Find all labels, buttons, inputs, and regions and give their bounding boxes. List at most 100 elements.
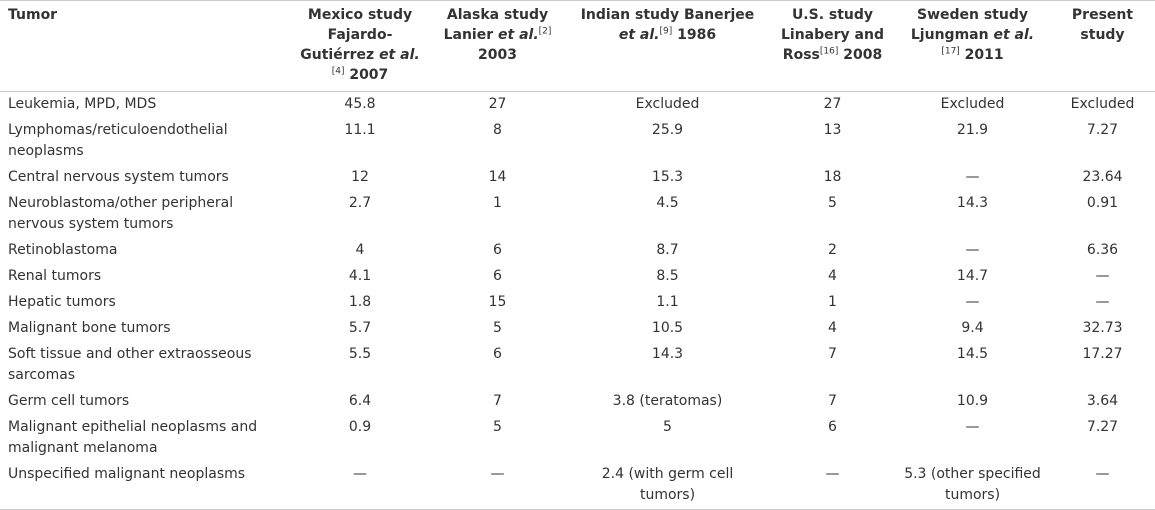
table-cell: 3.8 (teratomas): [612, 393, 723, 409]
table-cell: —: [965, 419, 980, 435]
header-text: et al.: [993, 27, 1035, 43]
header-cell: Mexico study Fajardo-Gutiérrez et al. [4]…: [290, 0, 430, 92]
table-cell: 0.91: [1086, 195, 1119, 211]
header-text: et al.: [379, 47, 420, 63]
header-text: 2003: [478, 47, 517, 63]
table-cell: 21.9: [956, 122, 989, 138]
header-text: et al.: [618, 27, 660, 43]
table-cell: 4.5: [656, 195, 679, 211]
table-cell: 4: [828, 320, 837, 336]
header-text: Present study: [1071, 7, 1134, 43]
table-cell: 6: [493, 268, 502, 284]
table-cell: 1: [493, 195, 502, 211]
table-cell: 2: [828, 242, 837, 258]
table-row: Malignant bone tumors 5.7 5 10.5 4 9.4 32.73: [0, 316, 1155, 342]
header-text: [2]: [538, 26, 552, 37]
header-text: Indian study Banerjee: [580, 7, 755, 23]
header-text: et al.: [498, 27, 539, 43]
header-text: 2007: [344, 67, 389, 83]
table-cell: 0.9: [348, 419, 372, 435]
header-cell: U.S. study Linabery and Ross[16] 2008: [770, 0, 895, 92]
table-cell: 25.9: [651, 122, 684, 138]
table-cell: 32.73: [1082, 320, 1123, 336]
table-cell: 5: [663, 419, 672, 435]
table-cell: 3.64: [1086, 393, 1119, 409]
row-label: Malignant epithelial neoplasms and malig…: [8, 419, 258, 456]
table-cell: 4: [828, 268, 837, 284]
row-label: Germ cell tumors: [8, 393, 130, 409]
table-cell: 8.7: [656, 242, 679, 258]
table-cell: —: [965, 294, 980, 310]
table-cell: 27: [488, 96, 507, 112]
table-cell: 7: [828, 393, 837, 409]
table-cell: 11.1: [344, 122, 376, 138]
header-cell: Indian study Banerjee et al.[9] 1986: [565, 0, 770, 92]
header-row: Tumor Mexico study Fajardo-Gutiérrez et a…: [0, 0, 1155, 92]
table-cell: Excluded: [635, 96, 700, 112]
table-cell: —: [825, 466, 840, 482]
table-cell: —: [965, 169, 980, 185]
table-row: Unspecified malignant neoplasms — — 2.4 (wi…: [0, 462, 1155, 510]
table-cell: 4: [355, 242, 365, 258]
table-cell: 7.27: [1086, 419, 1119, 435]
table-cell: 23.64: [1082, 169, 1123, 185]
table-row: Lymphomas/reticuloendothelial neoplasms 1…: [0, 118, 1155, 165]
row-label: Leukemia, MPD, MDS: [8, 96, 157, 112]
table-cell: 8: [493, 122, 502, 138]
table-cell: —: [353, 466, 367, 482]
table-row: Germ cell tumors 6.4 7 3.8 (teratomas) 7 10.9…: [0, 389, 1155, 415]
table-cell: —: [1095, 466, 1110, 482]
row-label: Central nervous system tumors: [8, 169, 229, 185]
table-cell: 17.27: [1082, 346, 1123, 362]
table-cell: 6.36: [1086, 242, 1119, 258]
table-cell: 5.7: [348, 320, 372, 336]
table-cell: 7: [828, 346, 837, 362]
table-cell: 14.5: [956, 346, 989, 362]
table-row: Retinoblastoma 4 6 8.7 2 — 6.36: [0, 238, 1155, 264]
table-cell: —: [965, 242, 980, 258]
table-cell: Excluded: [1070, 96, 1135, 112]
table-header: Tumor Mexico study Fajardo-Gutiérrez et a…: [0, 0, 1155, 92]
table-cell: 13: [823, 122, 842, 138]
table-cell: —: [1095, 294, 1110, 310]
table-cell: Excluded: [940, 96, 1005, 112]
table-row: Leukemia, MPD, MDS 45.8 27 Excluded 27 Exclud…: [0, 92, 1155, 119]
table-cell: 6: [493, 346, 502, 362]
table-cell: 14.3: [956, 195, 989, 211]
header-text: Alaska study Lanier: [443, 7, 549, 43]
table-cell: 6: [828, 419, 837, 435]
table-cell: 7: [493, 393, 502, 409]
table-cell: 5: [828, 195, 837, 211]
table-row: Hepatic tumors 1.8 15 1.1 1 — —: [0, 290, 1155, 316]
header-cell: Tumor: [0, 0, 290, 92]
table-cell: 15: [488, 294, 507, 310]
row-label: Soft tissue and other extraosseous sarco…: [8, 346, 252, 383]
table-row: Soft tissue and other extraosseous sarco…: [0, 342, 1155, 389]
table-cell: 12: [351, 169, 369, 185]
table-cell: —: [1095, 268, 1110, 284]
header-text: Mexico study Fajardo-Gutiérrez: [300, 7, 413, 63]
header-text: Sweden study Ljungman: [910, 7, 1028, 43]
table-row: Central nervous system tumors 12 14 15.3 18 —…: [0, 165, 1155, 191]
table-cell: —: [490, 466, 505, 482]
table-cell: 9.4: [961, 320, 984, 336]
header-text: [9]: [659, 26, 673, 37]
header-text: Tumor: [8, 7, 58, 23]
header-text: U.S. study Linabery and Ross: [781, 7, 884, 63]
table-cell: 1: [828, 294, 837, 310]
table-cell: 14: [488, 169, 507, 185]
header-text: 1986: [672, 27, 717, 43]
header-cell: Alaska study Lanier et al.[2] 2003: [430, 0, 565, 92]
header-text: 2008: [838, 47, 883, 63]
row-label: Malignant bone tumors: [8, 320, 171, 336]
row-label: Renal tumors: [8, 268, 102, 284]
table-row: Malignant epithelial neoplasms and malig…: [0, 415, 1155, 462]
table-cell: 8.5: [656, 268, 679, 284]
table-cell: 2.7: [348, 195, 372, 211]
row-label: Unspecified malignant neoplasms: [8, 466, 246, 482]
table-row: Neuroblastoma/other peripheral nervous s…: [0, 191, 1155, 238]
table-cell: 6.4: [348, 393, 372, 409]
header-cell: Present study: [1050, 0, 1155, 92]
table-body: Leukemia, MPD, MDS 45.8 27 Excluded 27 Exclud…: [0, 92, 1155, 510]
